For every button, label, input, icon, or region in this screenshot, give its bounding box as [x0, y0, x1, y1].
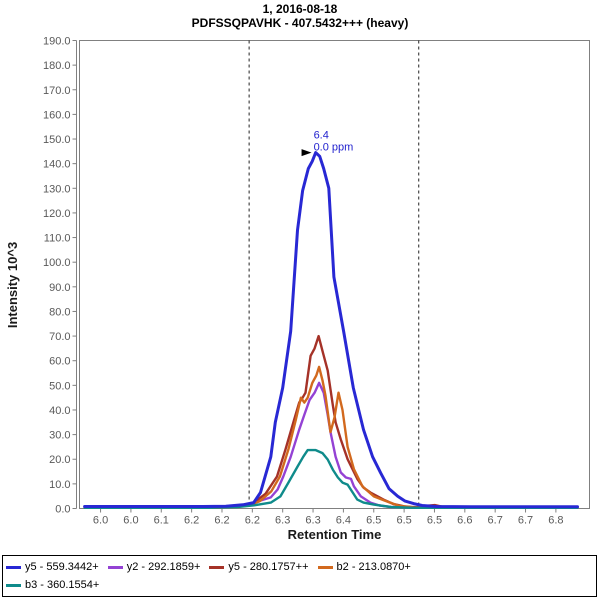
x-tick-label: 6.0 [93, 515, 108, 527]
y-tick-label: 70.0 [49, 331, 70, 343]
chart-title: 1, 2016-08-18 [262, 2, 338, 16]
legend-line-swatch [317, 565, 333, 569]
peak-rt-annotation[interactable]: 6.4 [314, 130, 329, 142]
y-tick-label: 170.0 [43, 85, 71, 97]
legend-item: y2 - 292.1859+ [107, 561, 201, 573]
legend-row-2: b3 - 360.1554+ [6, 576, 593, 594]
legend-label: b2 - 213.0870+ [336, 561, 411, 573]
y-tick-label: 90.0 [49, 282, 70, 294]
y-tick-label: 150.0 [43, 134, 71, 146]
x-tick-label: 6.6 [457, 515, 472, 527]
legend-label: y5 - 280.1757++ [228, 561, 309, 573]
chromatogram-trace[interactable] [83, 448, 579, 509]
y-tick-label: 100.0 [43, 257, 71, 269]
y-tick-label: 60.0 [49, 356, 70, 368]
y-tick-label: 0.0 [55, 504, 70, 516]
x-tick-label: 6.5 [396, 515, 411, 527]
x-tick-label: 6.4 [336, 515, 351, 527]
chart-titles: 1, 2016-08-18 PDFSSQPAVHK - 407.5432+++ … [0, 2, 600, 30]
chromatogram-trace[interactable] [83, 365, 579, 509]
chart-subtitle: PDFSSQPAVHK - 407.5432+++ (heavy) [191, 16, 409, 30]
chromatogram-trace[interactable] [83, 334, 579, 509]
legend-label: b3 - 360.1554+ [25, 579, 100, 591]
y-tick-label: 130.0 [43, 183, 71, 195]
chromatogram-plot[interactable]: 0.0 10.0 20.0 30.0 40.0 50.0 60.0 70.0 80.0 90.0 1… [0, 0, 600, 553]
y-tick-label: 20.0 [49, 454, 70, 466]
x-tick-label: 6.3 [305, 515, 320, 527]
legend-item: y5 - 559.3442+ [6, 561, 99, 573]
x-axis-title: Retention Time [288, 527, 382, 542]
chromatogram-trace[interactable] [83, 151, 579, 509]
chromatogram-trace[interactable] [83, 381, 579, 509]
x-tick-label: 6.7 [488, 515, 503, 527]
legend-label: y5 - 559.3442+ [25, 561, 99, 573]
y-tick-label: 80.0 [49, 306, 70, 318]
legend-line-swatch [209, 565, 225, 569]
x-tick-label: 6.2 [214, 515, 229, 527]
y-tick-label: 40.0 [49, 405, 70, 417]
legend-line-swatch [6, 583, 21, 587]
legend-item: y5 - 280.1757++ [209, 561, 309, 573]
legend-line-swatch [6, 565, 21, 569]
legend-label: y2 - 292.1859+ [126, 561, 201, 573]
y-axis-title: Intensity 10^3 [5, 242, 20, 328]
x-tick-label: 6.2 [184, 515, 199, 527]
x-tick-label: 6.3 [275, 515, 290, 527]
peak-ppm-annotation[interactable]: 0.0 ppm [314, 142, 354, 154]
x-tick-label: 6.1 [154, 515, 169, 527]
y-tick-label: 120.0 [43, 208, 71, 220]
x-tick-label: 6.8 [548, 515, 563, 527]
legend-box: y5 - 559.3442+ y2 - 292.1859+ y5 - 280.175… [2, 555, 597, 597]
y-tick-label: 180.0 [43, 60, 71, 72]
best-peak-arrow-icon [301, 149, 312, 157]
y-tick-label: 190.0 [43, 36, 71, 48]
x-tick-label: 6.5 [427, 515, 442, 527]
x-tick-label: 6.7 [518, 515, 533, 527]
x-tick-label: 6.5 [366, 515, 381, 527]
plot-frame [79, 40, 590, 509]
x-tick-label: 6.2 [245, 515, 260, 527]
x-tick-label: 6.0 [123, 515, 138, 527]
y-tick-label: 140.0 [43, 159, 71, 171]
legend-row-1: y5 - 559.3442+ y2 - 292.1859+ y5 - 280.175… [6, 558, 593, 576]
y-tick-label: 30.0 [49, 430, 70, 442]
y-tick-label: 50.0 [49, 380, 70, 392]
y-tick-label: 110.0 [44, 233, 71, 245]
legend-item: b3 - 360.1554+ [6, 579, 99, 591]
y-tick-label: 10.0 [49, 479, 70, 491]
y-tick-label: 160.0 [43, 109, 71, 121]
legend-line-swatch [107, 565, 123, 569]
legend-item: b2 - 213.0870+ [317, 561, 411, 573]
